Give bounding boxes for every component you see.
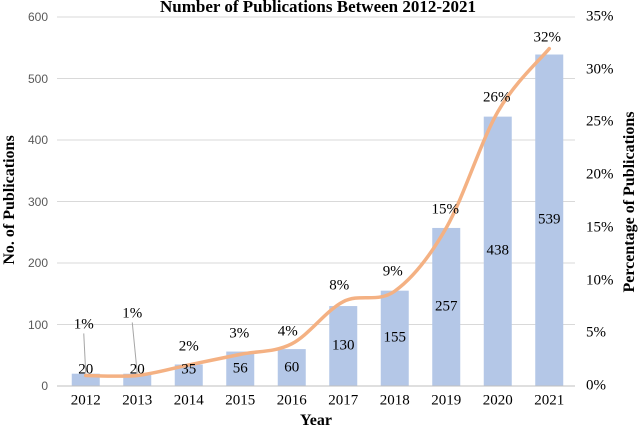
right-tick-10%: 10%: [586, 272, 614, 289]
left-tick-200: 200: [27, 256, 48, 270]
bar-2018: [380, 290, 409, 386]
year-label-2012: 2012: [70, 392, 101, 409]
bar-2016: [277, 349, 306, 386]
bar-value-label: 20: [78, 361, 94, 378]
bar-value-label: 20: [129, 361, 145, 378]
leader-line: [131, 322, 138, 374]
year-label-2017: 2017: [328, 392, 359, 409]
percent-label: 1%: [122, 305, 143, 322]
right-tick-25%: 25%: [586, 113, 614, 130]
year-label-2015: 2015: [225, 392, 256, 409]
percent-label: 15%: [431, 201, 460, 218]
year-label-2021: 2021: [534, 392, 565, 409]
bar-value-label: 35: [181, 361, 197, 378]
left-tick-400: 400: [27, 133, 48, 147]
year-label-2019: 2019: [431, 392, 462, 409]
bar-value-label: 60: [284, 359, 300, 376]
x-axis-title: Year: [300, 412, 332, 429]
left-tick-0: 0: [41, 379, 48, 393]
right-tick-15%: 15%: [586, 219, 614, 236]
bar-value-label: 539: [538, 211, 561, 228]
bar-2014: [174, 364, 203, 386]
year-label-2016: 2016: [276, 392, 307, 409]
year-label-2018: 2018: [379, 392, 410, 409]
right-axis-title: Percentage of Publications: [621, 111, 638, 293]
right-tick-20%: 20%: [586, 166, 614, 183]
bar-value-label: 257: [435, 298, 458, 315]
left-tick-500: 500: [27, 71, 48, 86]
bar-value-label: 130: [332, 337, 355, 354]
percent-label: 32%: [533, 29, 562, 46]
left-tick-600: 600: [27, 10, 48, 24]
year-label-2014: 2014: [173, 392, 204, 409]
percent-label: 9%: [382, 263, 403, 280]
year-label-2020: 2020: [482, 392, 513, 409]
right-tick-5%: 5%: [586, 324, 606, 341]
bar-value-label: 56: [232, 360, 248, 377]
right-tick-0%: 0%: [586, 377, 606, 394]
left-axis-title: No. of Publications: [1, 135, 18, 265]
right-tick-30%: 30%: [586, 61, 614, 78]
bar-2017: [329, 306, 358, 386]
right-tick-35%: 35%: [586, 8, 614, 25]
percent-label: 4%: [277, 323, 298, 340]
percent-label: 3%: [229, 325, 250, 342]
bar-2020: [483, 116, 512, 386]
left-tick-300: 300: [27, 194, 48, 209]
bar-2019: [432, 227, 461, 386]
left-tick-100: 100: [27, 317, 48, 332]
percentage-line: [84, 46, 551, 378]
year-label-2013: 2013: [122, 392, 153, 409]
bar-value-label: 438: [486, 242, 510, 259]
percent-label: 8%: [329, 277, 350, 294]
bar-2021: [535, 54, 564, 386]
chart-title: Number of Publications Between 2012-2021: [159, 0, 477, 16]
percent-label: 26%: [483, 89, 511, 106]
percent-label: 2%: [178, 338, 199, 355]
bar-value-label: 155: [383, 329, 407, 346]
leader-line: [83, 333, 87, 374]
percent-label: 1%: [73, 316, 94, 333]
